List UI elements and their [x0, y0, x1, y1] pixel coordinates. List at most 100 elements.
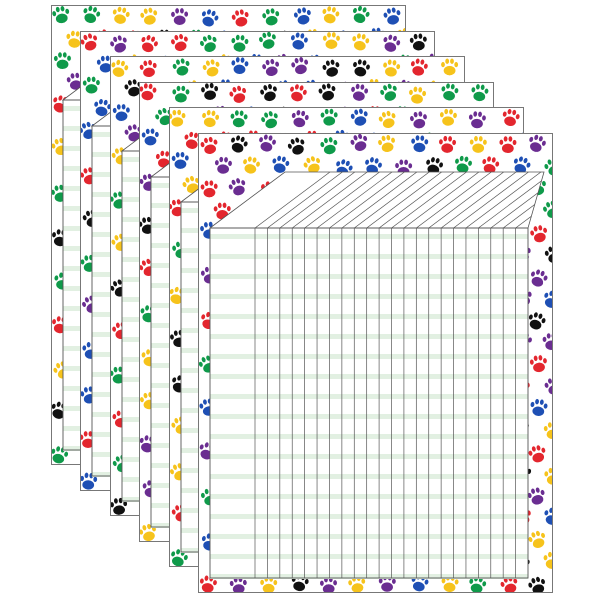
row-stripe: [210, 374, 528, 379]
incentive-chart-sheet: [198, 133, 553, 593]
header-divider: [453, 172, 529, 228]
paw-print-icon: [230, 134, 249, 154]
paw-print-icon: [231, 8, 250, 28]
paw-print-icon: [171, 57, 190, 77]
paw-print-icon: [438, 108, 458, 127]
paw-print-icon: [109, 34, 128, 53]
paw-print-icon: [290, 56, 309, 75]
paw-print-icon: [350, 83, 369, 102]
paw-print-icon: [349, 133, 368, 152]
row-stripe: [210, 314, 528, 319]
paw-print-icon: [409, 111, 428, 130]
paw-print-icon: [199, 136, 219, 155]
paw-print-icon: [139, 6, 158, 26]
row-stripe: [210, 414, 528, 419]
row-stripe: [210, 494, 528, 499]
header-divider: [304, 172, 380, 228]
chart-outline: [209, 227, 529, 579]
row-stripe: [210, 514, 528, 519]
paw-print-icon: [527, 444, 546, 463]
paw-print-icon: [260, 110, 278, 130]
paw-print-icon: [529, 354, 548, 373]
paw-print-icon: [138, 59, 158, 78]
paw-print-icon: [289, 83, 308, 102]
paw-print-icon: [231, 33, 250, 52]
paw-print-icon: [530, 268, 549, 288]
paw-print-icon: [214, 156, 233, 175]
paw-print-icon: [199, 33, 218, 53]
paw-print-icon: [364, 156, 383, 175]
paw-print-icon: [261, 58, 280, 77]
paw-print-icon: [319, 108, 338, 127]
header-divider: [391, 172, 467, 228]
paw-print-icon: [112, 6, 131, 25]
paw-print-icon: [141, 34, 159, 53]
paw-print-icon: [261, 7, 280, 26]
paw-print-icon: [318, 82, 337, 101]
paw-print-icon: [200, 82, 219, 101]
paw-print-icon: [51, 445, 69, 464]
paw-print-icon: [322, 31, 341, 50]
paw-print-icon: [271, 155, 290, 174]
paw-print-icon: [53, 51, 72, 70]
header-divider: [416, 172, 492, 228]
paw-print-icon: [228, 177, 246, 196]
paw-print-icon: [321, 59, 340, 78]
paw-print-icon: [290, 31, 309, 50]
paw-print-icon: [82, 75, 101, 94]
paw-print-icon: [513, 155, 532, 175]
paw-print-icon: [258, 133, 277, 153]
paw-print-icon: [471, 83, 490, 102]
paw-print-icon: [199, 574, 218, 593]
paw-print-icon: [410, 134, 429, 153]
paw-print-icon: [171, 84, 191, 103]
paw-print-icon: [201, 109, 220, 129]
paw-print-icon: [110, 59, 129, 78]
paw-print-icon: [51, 5, 70, 24]
paw-print-icon: [409, 32, 428, 51]
paw-print-icon: [170, 32, 189, 52]
paw-print-icon: [259, 83, 278, 102]
paw-print-icon: [242, 155, 261, 175]
header-divider: [490, 172, 544, 228]
paw-print-icon: [229, 576, 248, 593]
paw-print-icon: [377, 110, 396, 129]
paw-print-icon: [349, 108, 368, 127]
paw-print-icon: [527, 486, 546, 506]
paw-print-icon: [290, 109, 309, 129]
header-divider: [378, 172, 455, 228]
paw-print-icon: [352, 5, 371, 24]
paw-print-icon: [469, 135, 488, 154]
paw-print-icon: [440, 58, 459, 77]
paw-print-icon: [82, 5, 101, 24]
paw-print-icon: [170, 151, 189, 170]
paw-print-icon: [170, 7, 189, 26]
paw-print-icon: [352, 32, 371, 51]
row-stripe: [210, 474, 528, 479]
paw-print-icon: [379, 82, 398, 102]
row-stripe: [210, 274, 528, 279]
header-divider: [354, 172, 430, 228]
paw-print-icon: [201, 8, 220, 28]
header-divider: [478, 172, 544, 228]
paw-print-icon: [319, 136, 338, 155]
paw-print-icon: [168, 109, 186, 128]
row-stripe: [210, 554, 528, 559]
paw-print-icon: [382, 6, 401, 26]
header-divider: [292, 172, 368, 228]
paw-print-icon: [170, 548, 188, 568]
paw-print-icon: [293, 6, 312, 26]
paw-print-icon: [139, 82, 158, 101]
paw-print-icon: [529, 224, 548, 243]
paw-print-icon: [438, 135, 457, 154]
paw-print-icon: [467, 111, 487, 130]
paw-print-icon: [382, 59, 401, 78]
paw-print-icon: [544, 245, 553, 264]
paw-print-icon: [543, 157, 553, 176]
header-divider: [366, 172, 442, 228]
paw-print-icon: [201, 58, 220, 78]
paw-print-icon: [352, 58, 371, 78]
paw-print-icon: [527, 576, 546, 593]
paw-print-icon: [80, 32, 99, 51]
row-stripe: [210, 354, 528, 359]
